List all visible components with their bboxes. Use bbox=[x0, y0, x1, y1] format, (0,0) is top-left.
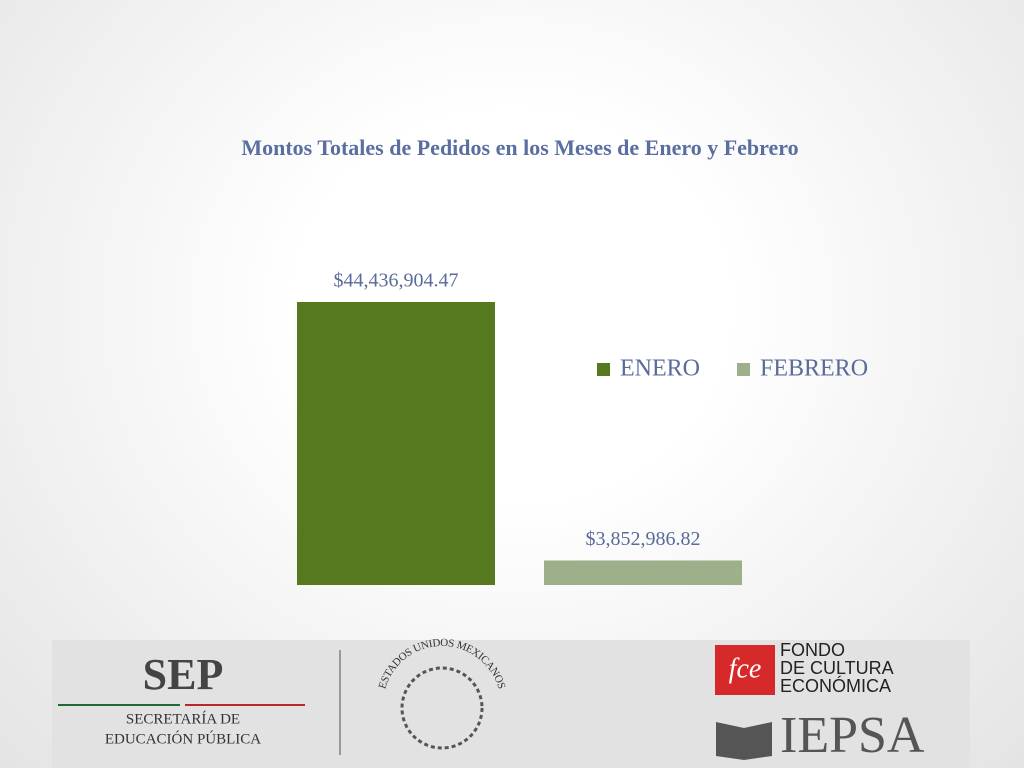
fce-text: FONDO bbox=[780, 640, 845, 660]
footer-banner: SEP SECRETARÍA DE EDUCACIÓN PÚBLICA ESTA… bbox=[52, 636, 970, 768]
book-icon bbox=[716, 722, 772, 760]
sep-text: SECRETARÍA DE bbox=[126, 710, 240, 727]
bar bbox=[297, 302, 495, 585]
value-label: $44,436,904.47 bbox=[334, 270, 459, 292]
fce-text: DE CULTURA bbox=[780, 658, 894, 678]
sep-text: EDUCACIÓN PÚBLICA bbox=[105, 730, 261, 747]
fce-mark-bg bbox=[715, 645, 775, 695]
legend-label: FEBRERO bbox=[760, 356, 868, 382]
fce-mark: fce bbox=[729, 653, 762, 684]
fce-text: ECONÓMICA bbox=[780, 675, 891, 696]
legend-swatch bbox=[597, 363, 610, 376]
bar bbox=[544, 560, 742, 585]
iepsa-logo: IEPSA bbox=[780, 707, 925, 764]
value-label: $3,852,986.82 bbox=[586, 528, 701, 550]
legend-swatch bbox=[737, 363, 750, 376]
chart-title: Montos Totales de Pedidos en los Meses d… bbox=[241, 135, 799, 160]
emblem-eagle bbox=[400, 666, 484, 750]
sep-logo: SEP bbox=[143, 650, 224, 699]
legend-label: ENERO bbox=[620, 356, 700, 382]
